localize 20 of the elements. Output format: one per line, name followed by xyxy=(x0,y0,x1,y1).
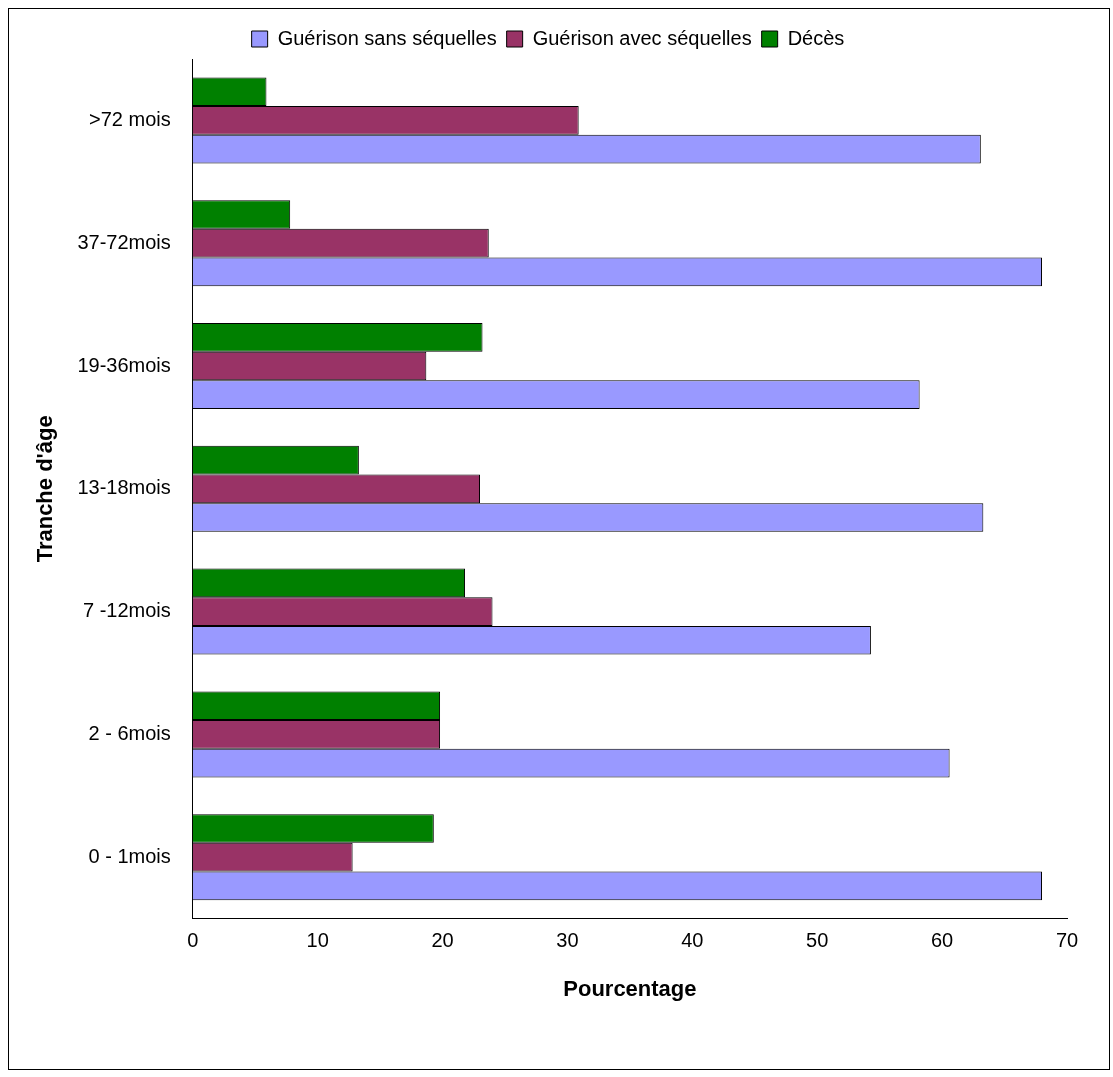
x-tick-label: 30 xyxy=(556,929,579,952)
x-tick-label: 20 xyxy=(431,929,454,952)
x-axis-title: Pourcentage xyxy=(563,975,697,1001)
x-tick-label: 40 xyxy=(681,929,704,952)
y-tick-label: 13-18mois xyxy=(77,476,171,499)
y-tick-label: 0 - 1mois xyxy=(88,844,171,867)
x-tick-label: 10 xyxy=(306,929,329,952)
y-tick-label: 19-36mois xyxy=(77,353,171,376)
x-tick-label: 70 xyxy=(1055,929,1079,952)
x-tick-label: 50 xyxy=(806,929,829,952)
y-tick-label: 37-72mois xyxy=(77,230,171,253)
y-axis-title: Tranche d'âge xyxy=(32,415,58,563)
x-tick-label: 0 xyxy=(187,929,199,952)
legend-label: Guérison avec séquelles xyxy=(532,26,752,49)
legend-label: Guérison sans séquelles xyxy=(277,26,497,49)
x-tick-label: 60 xyxy=(930,929,954,952)
y-tick-label: >72 mois xyxy=(89,107,171,130)
y-tick-label: 7 -12mois xyxy=(82,599,171,622)
legend-label: Décès xyxy=(787,26,845,49)
y-tick-label: 2 - 6mois xyxy=(88,721,171,744)
